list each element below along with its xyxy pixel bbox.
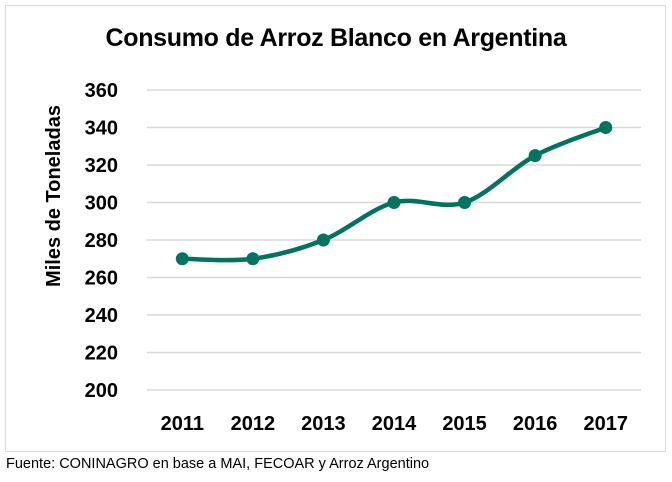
y-tick-label: 300 (85, 193, 118, 215)
y-tick-label: 360 (85, 80, 118, 102)
x-tick-label: 2012 (231, 413, 276, 435)
data-point-2016 (528, 149, 542, 163)
data-point-2015 (458, 196, 472, 209)
x-tick-label: 2015 (442, 413, 487, 435)
x-tick-label: 2017 (583, 413, 628, 435)
x-tick-label: 2016 (513, 413, 558, 435)
data-point-2012 (246, 252, 260, 266)
gridlines (147, 89, 641, 391)
data-markers (175, 121, 613, 266)
data-point-2013 (316, 233, 330, 247)
source-note: Fuente: CONINAGRO en base a MAI, FECOAR … (6, 456, 430, 472)
y-tick-labels: 200 220 240 260 280 300 320 340 360 (85, 80, 118, 402)
data-point-2017 (599, 121, 613, 134)
y-axis-label: Miles de Toneladas (43, 105, 65, 287)
y-tick-label: 320 (85, 155, 118, 177)
y-tick-label: 260 (85, 268, 118, 290)
data-point-2011 (175, 252, 189, 266)
y-tick-label: 200 (85, 380, 118, 402)
x-tick-labels: 2011 2012 2013 2014 2015 2016 2017 (161, 413, 628, 435)
x-tick-label: 2011 (161, 413, 204, 435)
y-tick-label: 220 (85, 343, 118, 365)
x-tick-label: 2014 (372, 413, 417, 435)
chart-frame (5, 5, 666, 452)
x-tick-label: 2013 (301, 413, 346, 435)
chart-title: Consumo de Arroz Blanco en Argentina (105, 24, 567, 52)
y-tick-label: 340 (85, 118, 118, 140)
data-point-2014 (387, 196, 401, 209)
y-tick-label: 280 (85, 230, 118, 252)
y-tick-label: 240 (85, 305, 118, 327)
